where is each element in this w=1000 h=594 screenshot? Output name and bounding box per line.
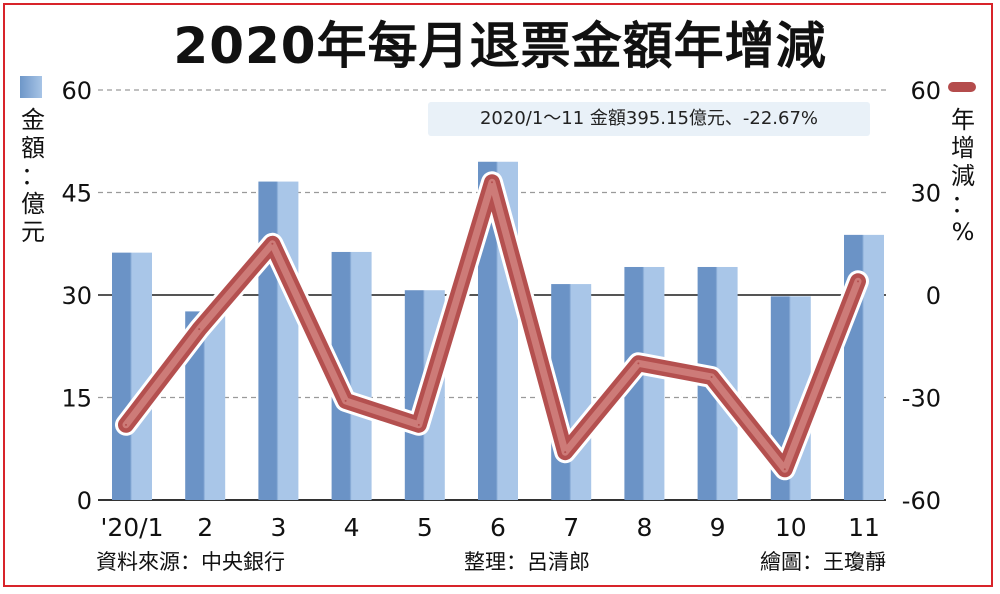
line-point [125,423,127,426]
left-axis-label: 金 額 ： 億 元 [21,106,45,246]
summary-note: 2020/1～11 金額395.15億元、-22.67% [428,102,870,136]
line-point [857,280,859,283]
left-tick-label: 30 [61,282,92,310]
left-tick-label: 0 [77,487,92,515]
right-axis-label: 年 增 減 ： % [951,106,975,246]
right-tick-label: 0 [926,282,941,310]
footer-illustrator: 繪圖：王瓊靜 [760,550,886,574]
x-tick-label: '20/1 [100,513,163,542]
line-point [783,468,786,471]
x-tick-label: 3 [270,513,286,542]
line-point [564,451,567,454]
left-tick-label: 45 [61,180,92,208]
x-tick-label: 9 [710,513,726,542]
bar [112,252,152,500]
line-point [198,328,201,331]
chart-title: 2020年每月退票金額年增減 [173,17,827,75]
x-tick-label: 5 [417,513,433,542]
footer-editor: 整理：呂清郎 [464,550,590,574]
right-tick-label: 30 [910,180,941,208]
x-tick-label: 11 [848,513,880,542]
x-tick-label: 8 [636,513,652,542]
x-tick-label: 4 [344,513,360,542]
line-point [271,242,274,245]
right-tick-label: -60 [902,487,941,515]
line-point [344,399,347,402]
line-point [637,362,640,365]
line-point [417,423,420,426]
line-legend-swatch [948,82,976,92]
line-point [710,376,713,378]
footer-source: 資料來源：中央銀行 [96,550,285,574]
x-tick-label: 7 [563,513,579,542]
left-tick-label: 15 [61,385,92,413]
x-tick-label: 10 [775,513,807,542]
line-point [491,181,493,184]
left-tick-label: 60 [61,77,92,105]
bar-legend-swatch [20,76,42,98]
x-tick-label: 6 [490,513,506,542]
right-tick-label: -30 [902,385,941,413]
bar [258,181,299,501]
frame-border [3,3,993,587]
right-tick-label: 60 [910,77,941,105]
x-tick-label: 2 [197,513,213,542]
